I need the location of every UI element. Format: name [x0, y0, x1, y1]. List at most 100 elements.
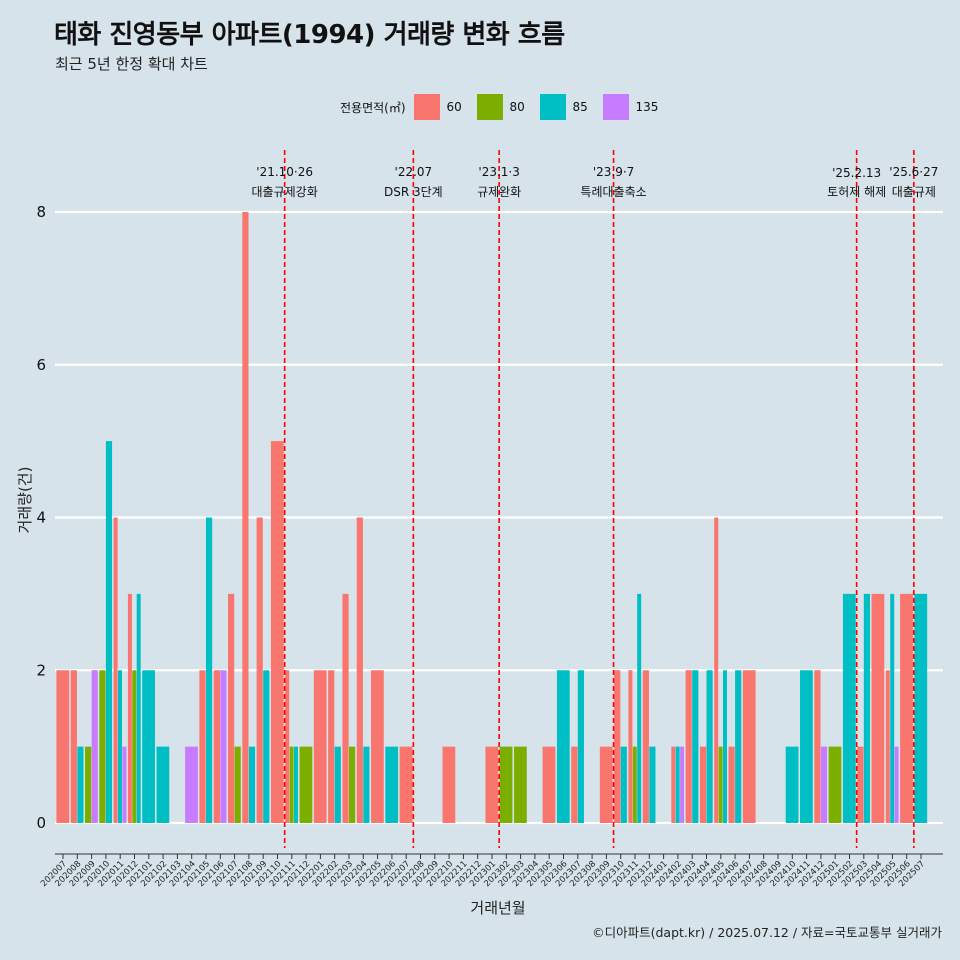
legend-label-135: 135 [635, 100, 659, 114]
bar-202111-85 [293, 746, 298, 823]
bar-202110-60 [270, 441, 284, 823]
y-tick-label-4: 4 [36, 509, 46, 527]
bar-202011-85 [118, 670, 122, 823]
annotation-label-202301: 규제완화 [477, 185, 521, 199]
bar-202506-60 [900, 593, 913, 823]
x-axis-title: 거래년월 [470, 899, 525, 917]
bar-202206-85 [385, 746, 399, 823]
bar-202402-85 [675, 746, 680, 823]
annotation-date-202309: '23.9·7 [593, 165, 634, 179]
y-tick-label-8: 8 [36, 203, 46, 221]
bar-202108-60 [242, 212, 249, 823]
annotation-label-202309: 특례대출축소 [580, 185, 646, 199]
legend-swatch-60 [413, 94, 440, 120]
bar-202307-60 [571, 746, 578, 823]
legend-label-85: 85 [572, 100, 588, 114]
annotation-label-202502: 토허제 해제 [827, 185, 886, 199]
bar-202406-85 [735, 670, 742, 823]
bar-202107-60 [228, 593, 235, 823]
legend-label-80: 80 [509, 100, 525, 114]
legend-item-60: 60 [413, 94, 471, 120]
annotation-label-202110: 대출규제강화 [252, 185, 318, 199]
bar-202305-60 [542, 746, 556, 823]
bar-202203-80 [349, 746, 356, 823]
bar-202302-80 [499, 746, 513, 823]
bar-202207-60 [399, 746, 413, 823]
bar-202405-85 [722, 670, 727, 823]
bar-202311-80 [632, 746, 637, 823]
bar-202301-60 [485, 746, 499, 823]
annotation-label-202207: DSR 3단계 [384, 185, 443, 199]
chart-title: 태화 진영동부 아파트(1994) 거래량 변화 흐름 [54, 20, 565, 50]
bar-202106-60 [213, 670, 220, 823]
bar-202105-60 [199, 670, 206, 823]
bar-202402-135 [680, 746, 685, 823]
bar-202505-85 [890, 593, 895, 823]
legend: 전용면적(㎡) 60 80 85 135 [340, 94, 666, 120]
bar-202404-85 [706, 670, 713, 823]
y-axis-title: 거래량(건) [16, 467, 34, 534]
legend-swatch-135 [602, 94, 629, 120]
y-tick-label-0: 0 [36, 814, 46, 832]
bar-202008-60 [70, 670, 77, 823]
bar-202011-135 [122, 746, 127, 823]
bar-202202-85 [334, 746, 341, 823]
bar-202009-135 [91, 670, 98, 823]
annotation-date-202506: '25.6·27 [889, 165, 938, 179]
bar-202312-60 [642, 670, 649, 823]
legend-item-85: 85 [539, 94, 597, 120]
bar-202008-85 [77, 746, 84, 823]
bar-202109-60 [256, 517, 263, 823]
bar-202111-60 [285, 670, 290, 823]
annotation-label-202506: 대출규제 [892, 185, 936, 199]
bar-202306-85 [556, 670, 570, 823]
bar-202403-85 [692, 670, 699, 823]
bar-202402-60 [671, 746, 676, 823]
bar-202412-135 [820, 746, 828, 823]
bar-202012-80 [132, 670, 137, 823]
bar-202503-85 [863, 593, 870, 823]
bar-202407-60 [742, 670, 756, 823]
annotation-date-202301: '23.1·3 [478, 165, 519, 179]
bar-202204-60 [356, 517, 363, 823]
bar-202201-60 [313, 670, 327, 823]
bar-202404-60 [699, 746, 707, 823]
bar-202205-60 [371, 670, 384, 823]
bar-202203-60 [342, 593, 349, 823]
chart-subtitle: 최근 5년 한정 확대 차트 [55, 55, 208, 73]
bar-202112-80 [299, 746, 313, 823]
bar-202204-85 [363, 746, 370, 823]
source-caption: ©디아파트(dapt.kr) / 2025.07.12 / 자료=국토교통부 실… [592, 925, 942, 940]
bar-202210-60 [442, 746, 456, 823]
bar-202309-60 [599, 746, 613, 823]
bar-202101-85 [142, 670, 155, 823]
bar-202405-60 [714, 517, 719, 823]
bar-202312-85 [649, 746, 656, 823]
bar-202406-60 [728, 746, 735, 823]
bar-202104-135 [185, 746, 198, 823]
bar-202010-80 [99, 670, 106, 823]
bar-202012-85 [136, 593, 141, 823]
bar-202505-135 [894, 746, 899, 823]
bar-202106-135 [220, 670, 227, 823]
bar-202011-60 [113, 517, 118, 823]
annotation-date-202502: '25.2.13 [832, 166, 881, 180]
bar-202108-85 [248, 746, 256, 823]
bar-202007-60 [56, 670, 70, 823]
bar-202412-60 [814, 670, 821, 823]
bar-202411-85 [800, 670, 813, 823]
legend-swatch-80 [476, 94, 503, 120]
bar-202303-80 [514, 746, 527, 823]
y-tick-label-2: 2 [36, 661, 46, 679]
bar-202311-60 [628, 670, 633, 823]
bar-202311-85 [637, 593, 642, 823]
bar-202502-85 [842, 593, 856, 823]
bar-202310-85 [620, 746, 627, 823]
legend-item-135: 135 [602, 94, 660, 120]
annotation-date-202207: '22.07 [395, 165, 433, 179]
legend-swatch-85 [539, 94, 566, 120]
annotation-date-202110: '21.10·26 [256, 165, 313, 179]
bar-202012-60 [127, 593, 132, 823]
y-tick-label-6: 6 [36, 356, 46, 374]
